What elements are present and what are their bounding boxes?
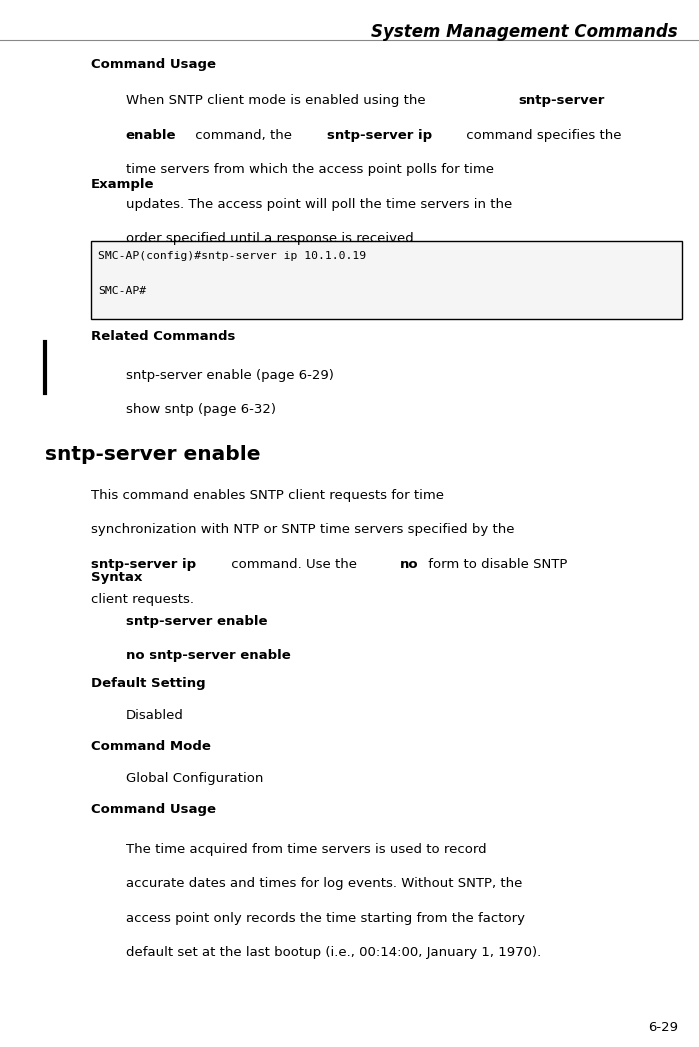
Text: sntp-server enable: sntp-server enable: [126, 615, 267, 627]
Text: SMC-AP#: SMC-AP#: [98, 286, 146, 296]
Text: no sntp-server enable: no sntp-server enable: [126, 649, 291, 662]
Text: enable: enable: [126, 129, 176, 141]
Text: sntp-server enable (page 6-29): sntp-server enable (page 6-29): [126, 369, 333, 381]
Text: Related Commands: Related Commands: [91, 330, 236, 342]
Text: SMC-AP(config)#sntp-server ip 10.1.0.19: SMC-AP(config)#sntp-server ip 10.1.0.19: [98, 251, 366, 262]
Text: show sntp (page 6-32): show sntp (page 6-32): [126, 403, 276, 416]
Text: Disabled: Disabled: [126, 709, 184, 721]
Text: time servers from which the access point polls for time: time servers from which the access point…: [126, 163, 493, 176]
Text: Syntax: Syntax: [91, 571, 142, 583]
Text: client requests.: client requests.: [91, 593, 194, 605]
Text: sntp-server ip: sntp-server ip: [327, 129, 432, 141]
Text: Default Setting: Default Setting: [91, 677, 206, 690]
Text: synchronization with NTP or SNTP time servers specified by the: synchronization with NTP or SNTP time se…: [91, 524, 514, 536]
Bar: [91, 241, 682, 319]
Text: 6-29: 6-29: [648, 1022, 678, 1034]
Text: Global Configuration: Global Configuration: [126, 772, 264, 784]
Text: access point only records the time starting from the factory: access point only records the time start…: [126, 912, 525, 925]
Text: sntp-server: sntp-server: [518, 94, 605, 107]
Text: When SNTP client mode is enabled using the: When SNTP client mode is enabled using t…: [126, 94, 430, 107]
Text: System Management Commands: System Management Commands: [371, 23, 678, 41]
Text: Command Mode: Command Mode: [91, 740, 210, 753]
Text: accurate dates and times for log events. Without SNTP, the: accurate dates and times for log events.…: [126, 877, 522, 890]
Text: Command Usage: Command Usage: [91, 58, 216, 70]
Text: form to disable SNTP: form to disable SNTP: [424, 558, 567, 571]
Text: sntp-server enable: sntp-server enable: [45, 445, 261, 464]
Text: command. Use the: command. Use the: [226, 558, 361, 571]
Text: updates. The access point will poll the time servers in the: updates. The access point will poll the …: [126, 198, 512, 210]
Text: This command enables SNTP client requests for time: This command enables SNTP client request…: [91, 489, 444, 502]
Text: command, the: command, the: [191, 129, 296, 141]
Text: no: no: [400, 558, 419, 571]
Text: The time acquired from time servers is used to record: The time acquired from time servers is u…: [126, 843, 487, 855]
Text: default set at the last bootup (i.e., 00:14:00, January 1, 1970).: default set at the last bootup (i.e., 00…: [126, 946, 541, 959]
Text: order specified until a response is received.: order specified until a response is rece…: [126, 232, 418, 245]
Text: command specifies the: command specifies the: [463, 129, 622, 141]
Text: Command Usage: Command Usage: [91, 803, 216, 816]
Text: Example: Example: [91, 178, 154, 191]
Text: sntp-server ip: sntp-server ip: [91, 558, 196, 571]
